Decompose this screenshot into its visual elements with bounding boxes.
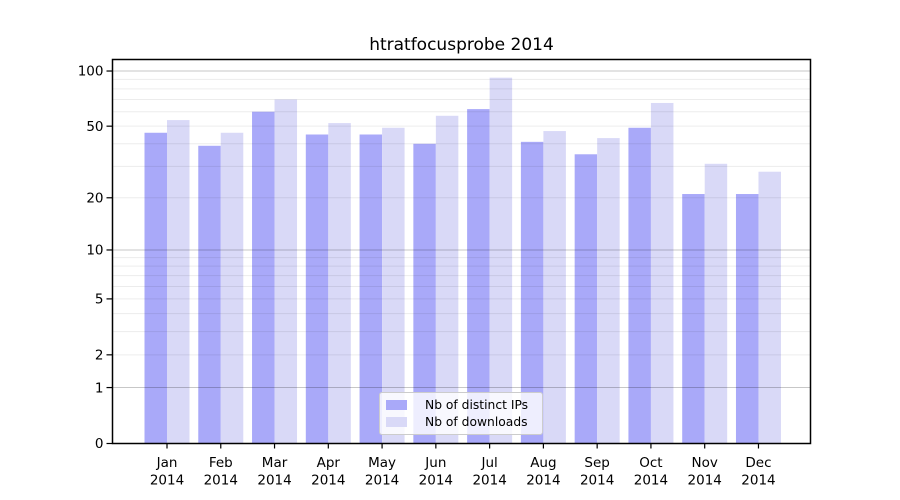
legend-item-downloads: Nb of downloads <box>386 414 536 429</box>
bar-distinct-ips-sep <box>574 154 598 444</box>
bar-downloads-apr <box>328 123 351 444</box>
bar-downloads-jan <box>167 120 190 444</box>
x-tick-label-nov: Nov 2014 <box>688 455 722 489</box>
x-tick-label-dec: Dec 2014 <box>741 455 775 489</box>
legend-label-downloads: Nb of downloads <box>425 414 528 429</box>
bar-distinct-ips-jun <box>413 143 436 444</box>
bar-distinct-ips-jul <box>467 109 490 444</box>
y-tick-label: 1 <box>95 380 104 396</box>
bar-downloads-nov <box>704 163 728 444</box>
bar-downloads-oct <box>650 102 674 444</box>
x-tick-label-mar: Mar 2014 <box>257 455 291 489</box>
x-tick-label-aug: Aug 2014 <box>526 455 560 489</box>
bar-downloads-dec <box>758 171 781 444</box>
legend-label-distinct-ips: Nb of distinct IPs <box>425 398 529 413</box>
bar-downloads-jul <box>489 77 513 444</box>
bar-distinct-ips-may <box>359 134 383 444</box>
bar-distinct-ips-feb <box>198 145 221 444</box>
x-tick-label-jan: Jan 2014 <box>150 455 184 489</box>
x-tick-label-feb: Feb 2014 <box>204 455 238 489</box>
y-tick-label: 20 <box>86 191 103 207</box>
y-tick-label: 100 <box>78 64 104 80</box>
y-tick-label: 0 <box>95 436 104 452</box>
y-tick-label: 5 <box>95 292 104 308</box>
bar-downloads-feb <box>220 132 244 444</box>
legend-item-distinct-ips: Nb of distinct IPs <box>386 399 536 411</box>
legend-swatch-distinct-ips <box>386 400 407 411</box>
x-tick-label-jun: Jun 2014 <box>419 455 453 489</box>
x-tick-label-oct: Oct 2014 <box>634 455 668 489</box>
plot-border <box>111 58 812 445</box>
bar-distinct-ips-aug <box>520 141 544 444</box>
y-tick-label: 2 <box>95 348 104 364</box>
x-tick-label-may: May 2014 <box>365 455 399 489</box>
bar-distinct-ips-oct <box>628 127 651 444</box>
y-tick-label: 50 <box>86 119 103 135</box>
bar-distinct-ips-jan <box>144 132 167 444</box>
bar-downloads-sep <box>597 138 620 444</box>
bar-distinct-ips-nov <box>682 194 705 444</box>
x-tick-label-jul: Jul 2014 <box>472 455 506 489</box>
y-tick-label: 10 <box>86 243 103 259</box>
bar-distinct-ips-apr <box>305 134 329 444</box>
chart-title: htratfocusprobe 2014 <box>369 35 554 55</box>
x-tick-label-sep: Sep 2014 <box>580 455 614 489</box>
legend: Nb of distinct IPs Nb of downloads <box>379 392 543 435</box>
bar-downloads-aug <box>543 131 566 444</box>
bar-distinct-ips-dec <box>735 194 759 444</box>
bar-downloads-mar <box>274 99 298 444</box>
bar-distinct-ips-mar <box>252 111 275 444</box>
x-tick-label-apr: Apr 2014 <box>311 455 345 489</box>
legend-swatch-downloads <box>386 416 407 427</box>
bar-downloads-jun <box>435 115 459 444</box>
bar-downloads-may <box>382 127 405 444</box>
